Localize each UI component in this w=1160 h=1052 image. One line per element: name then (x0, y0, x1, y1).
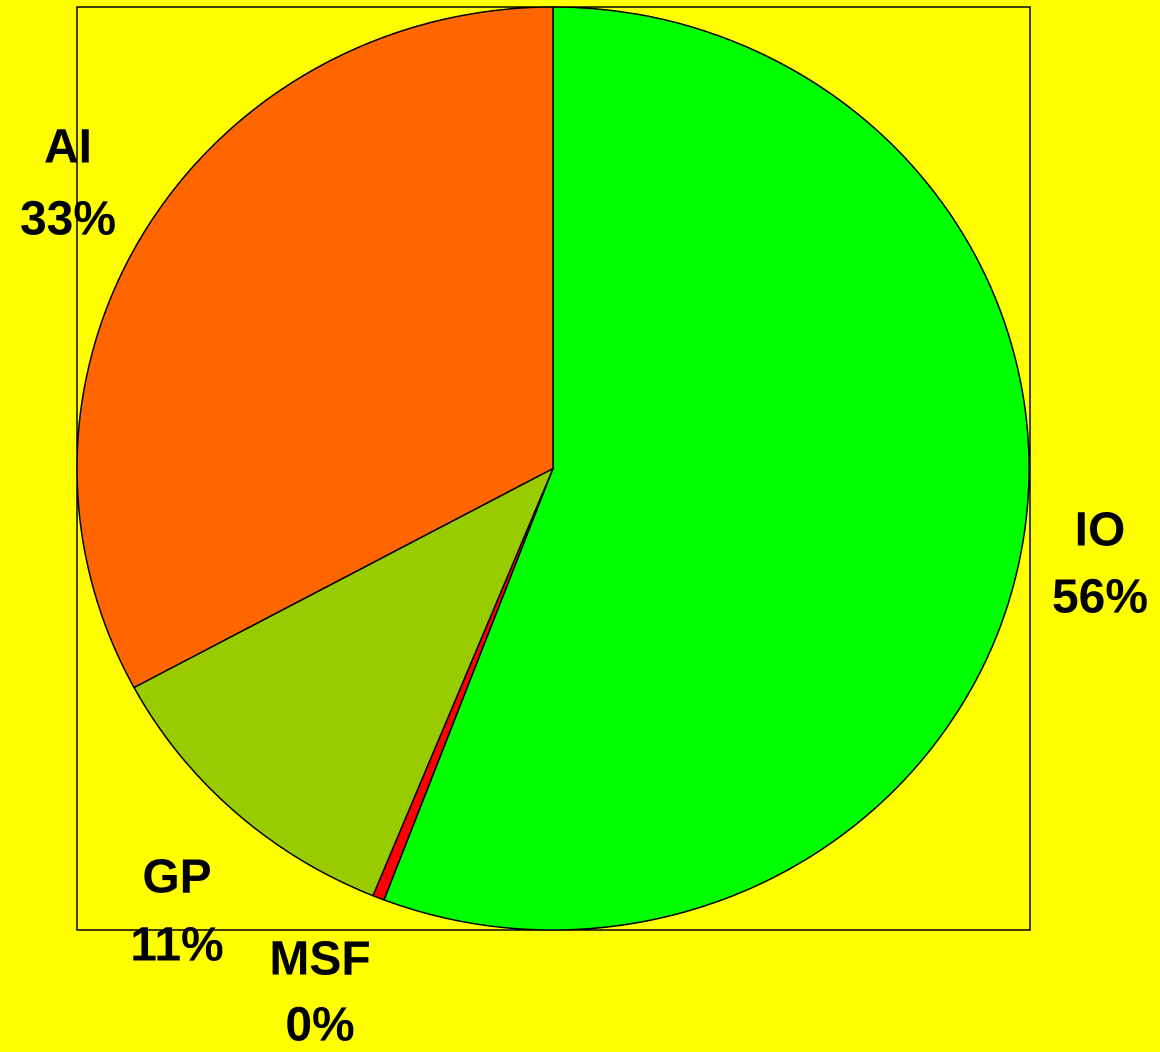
slice-value-label: 11% (130, 919, 223, 972)
slice-value-label: 0% (285, 999, 354, 1052)
slice-label: MSF (269, 933, 370, 986)
slice-label: IO (1075, 504, 1126, 557)
slice-value-label: 56% (1052, 571, 1148, 624)
pie-slice (383, 6, 1030, 931)
pie-slice (76, 6, 554, 689)
slice-label: AI (44, 121, 92, 174)
slice-label: GP (142, 851, 211, 904)
slice-value-label: 33% (20, 193, 116, 246)
pie-slice (132, 466, 555, 897)
